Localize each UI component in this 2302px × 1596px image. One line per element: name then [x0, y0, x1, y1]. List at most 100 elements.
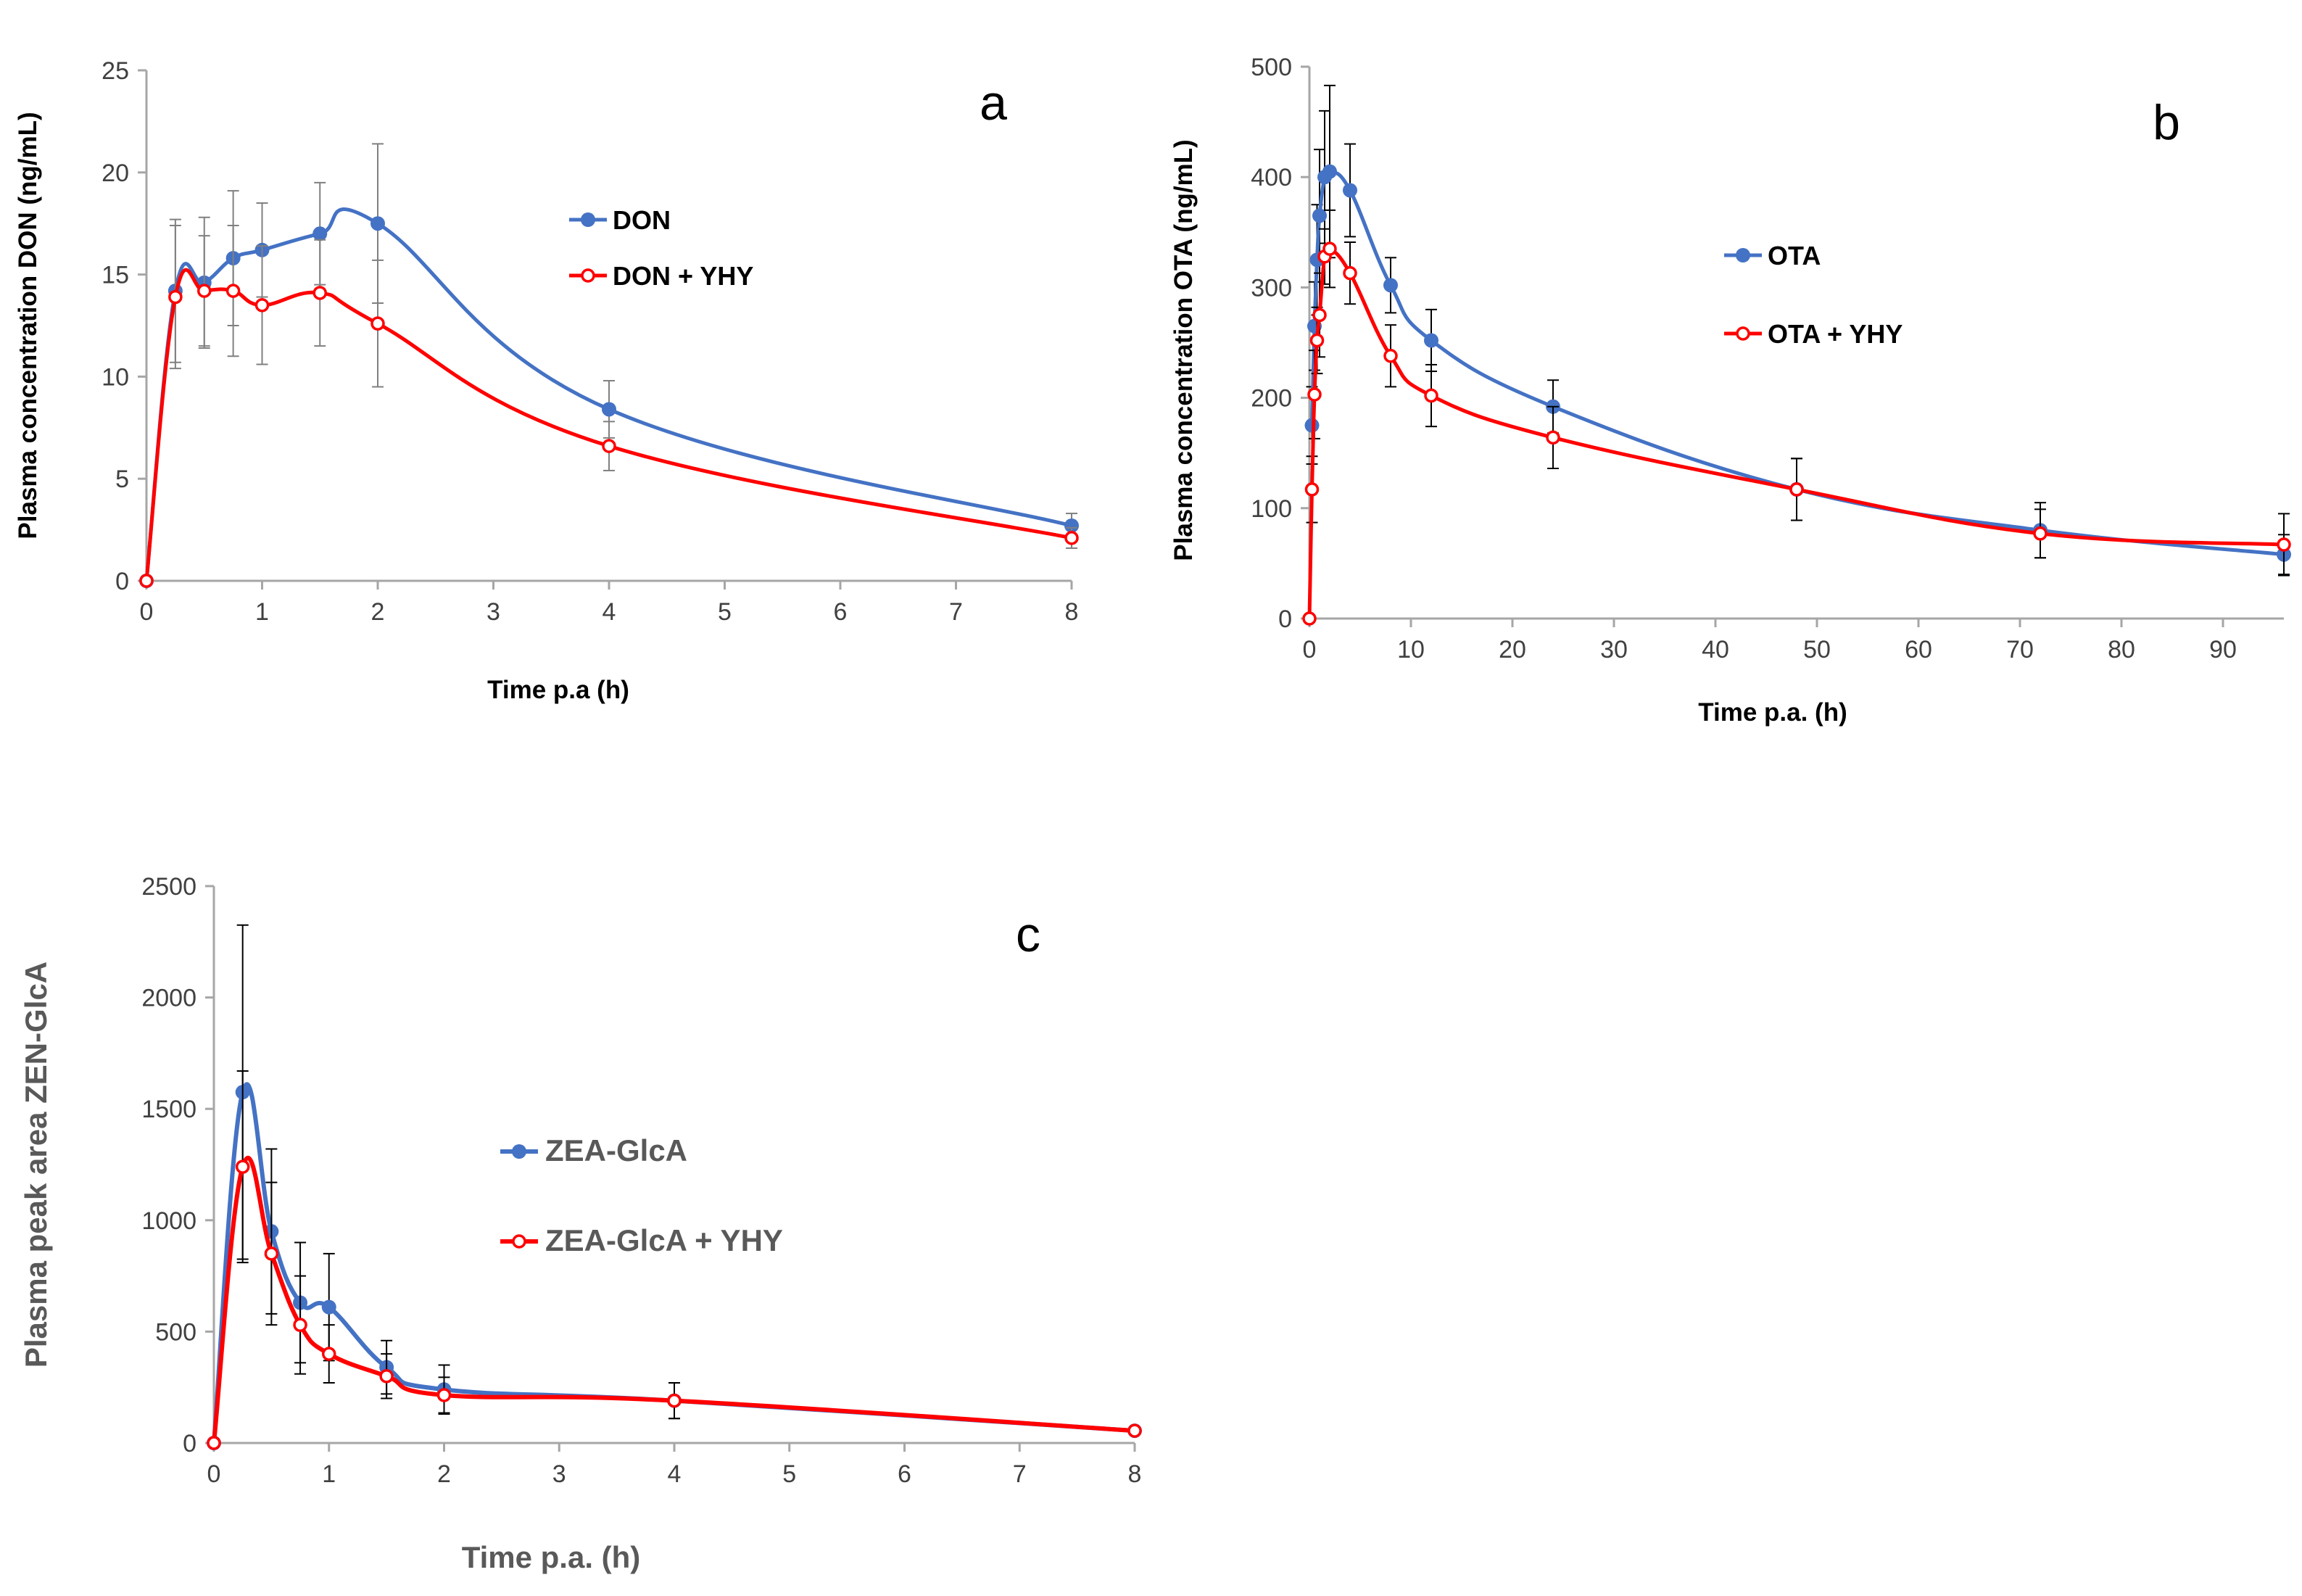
panel-b-chart: 0 100 200 300 400 500 0 10 20 30 40 50 60 70 80 90 Time … — [1169, 54, 2291, 727]
data-point — [312, 226, 328, 241]
data-point — [1383, 349, 1398, 363]
data-point — [1127, 1423, 1142, 1438]
y-axis-label: Plasma peak area ZEN-GlcA — [19, 962, 53, 1368]
panel-c-chart: 0 500 1000 1500 2000 2500 0 1 2 3 4 5 6 7 8 Time p.a. (… — [19, 873, 1142, 1574]
data-point — [207, 1436, 221, 1450]
x-tick-label: 5 — [718, 598, 732, 626]
data-point — [1304, 482, 1320, 497]
x-tick-label: 3 — [487, 598, 500, 626]
legend-entry: ZEA-GlcA + YHY — [500, 1223, 783, 1257]
data-point — [1302, 611, 1317, 626]
x-tick-label: 10 — [1397, 636, 1425, 663]
y-tick-label: 400 — [1251, 164, 1292, 191]
y-tick-label: 2000 — [141, 985, 196, 1012]
x-tick-label: 0 — [1303, 636, 1317, 663]
x-tick-label: 80 — [2108, 636, 2135, 663]
x-tick-label: 2 — [437, 1460, 451, 1488]
data-point — [1343, 183, 1357, 198]
x-tick-label: 6 — [898, 1460, 911, 1488]
data-point — [293, 1318, 307, 1332]
y-tick-label: 5 — [115, 466, 129, 493]
data-point — [168, 289, 183, 305]
y-tick-label: 200 — [1251, 385, 1292, 413]
data-point — [1322, 164, 1337, 179]
data-point — [370, 216, 385, 231]
x-tick-label: 6 — [834, 598, 848, 626]
x-tick-label: 5 — [782, 1460, 796, 1488]
legend-label: OTA — [1768, 241, 1821, 270]
series-line — [1310, 168, 2285, 557]
data-point — [254, 298, 270, 313]
data-point — [1424, 388, 1438, 403]
legend-entry: OTA — [1724, 241, 1821, 270]
data-point — [225, 284, 241, 298]
y-tick-label: 0 — [1278, 605, 1292, 633]
legend-entry: DON + YHY — [569, 261, 753, 291]
legend-label: OTA + YHY — [1768, 319, 1903, 349]
x-tick-label: 50 — [1803, 636, 1831, 663]
x-tick-label: 7 — [949, 598, 963, 626]
legend-marker — [1736, 326, 1750, 341]
y-tick-label: 500 — [155, 1318, 196, 1346]
data-point — [379, 1369, 394, 1384]
series-yhy — [139, 225, 1079, 588]
series-control — [207, 924, 1142, 1450]
x-tick-label: 2 — [371, 598, 385, 626]
y-tick-label: 20 — [102, 160, 129, 187]
x-tick-label: 7 — [1013, 1460, 1027, 1488]
data-point — [1064, 518, 1079, 533]
legend-entry: OTA + YHY — [1724, 319, 1903, 349]
y-tick-label: 300 — [1251, 274, 1292, 302]
y-axis-label: Plasma concentration DON (ng/mL) — [14, 112, 42, 539]
x-tick-label: 20 — [1499, 636, 1526, 663]
data-point — [1789, 482, 1804, 497]
y-axis-label: Plasma concentration OTA (ng/mL) — [1169, 139, 1198, 561]
data-point — [139, 574, 154, 588]
y-tick-label: 0 — [115, 568, 129, 595]
legend-label: DON — [613, 205, 671, 235]
y-tick-label: 1500 — [141, 1096, 196, 1123]
data-point — [312, 286, 327, 300]
x-tick-label: 70 — [2006, 636, 2034, 663]
data-point — [1312, 208, 1327, 223]
legend-entry: DON — [569, 205, 671, 235]
legend-marker — [581, 268, 595, 283]
legend-marker — [1736, 248, 1750, 262]
y-tick-label: 0 — [183, 1430, 196, 1458]
data-point — [602, 402, 616, 417]
x-axis-label: Time p.a. (h) — [462, 1540, 641, 1574]
data-point — [602, 439, 616, 453]
panel-letter: b — [2153, 95, 2180, 150]
data-point — [2033, 526, 2048, 541]
data-point — [2277, 537, 2291, 552]
x-tick-label: 8 — [1128, 1460, 1142, 1488]
data-point — [667, 1393, 682, 1408]
data-point — [1546, 430, 1560, 445]
legend-marker — [581, 212, 595, 227]
x-tick-label: 4 — [668, 1460, 682, 1488]
data-point — [264, 1246, 279, 1261]
x-axis-label: Time p.a. (h) — [1698, 698, 1847, 727]
legend-entry: ZEA-GlcA — [500, 1133, 687, 1167]
y-tick-label: 15 — [102, 262, 129, 289]
data-point — [436, 1388, 452, 1402]
x-tick-label: 40 — [1702, 636, 1729, 663]
y-tick-label: 1000 — [141, 1207, 196, 1235]
data-point — [197, 284, 212, 298]
data-point — [370, 316, 385, 331]
legend-label: ZEA-GlcA — [545, 1133, 687, 1167]
data-point — [1383, 278, 1398, 293]
data-point — [235, 1159, 250, 1174]
y-tick-label: 2500 — [141, 873, 196, 901]
x-tick-label: 1 — [322, 1460, 336, 1488]
data-point — [1309, 333, 1325, 348]
data-point — [1424, 333, 1438, 348]
y-tick-label: 100 — [1251, 495, 1292, 523]
y-tick-label: 10 — [102, 363, 129, 391]
series-yhy — [1302, 209, 2291, 626]
x-tick-label: 90 — [2209, 636, 2237, 663]
data-point — [1322, 241, 1337, 256]
x-tick-label: 60 — [1905, 636, 1932, 663]
y-tick-label: 500 — [1251, 54, 1292, 81]
